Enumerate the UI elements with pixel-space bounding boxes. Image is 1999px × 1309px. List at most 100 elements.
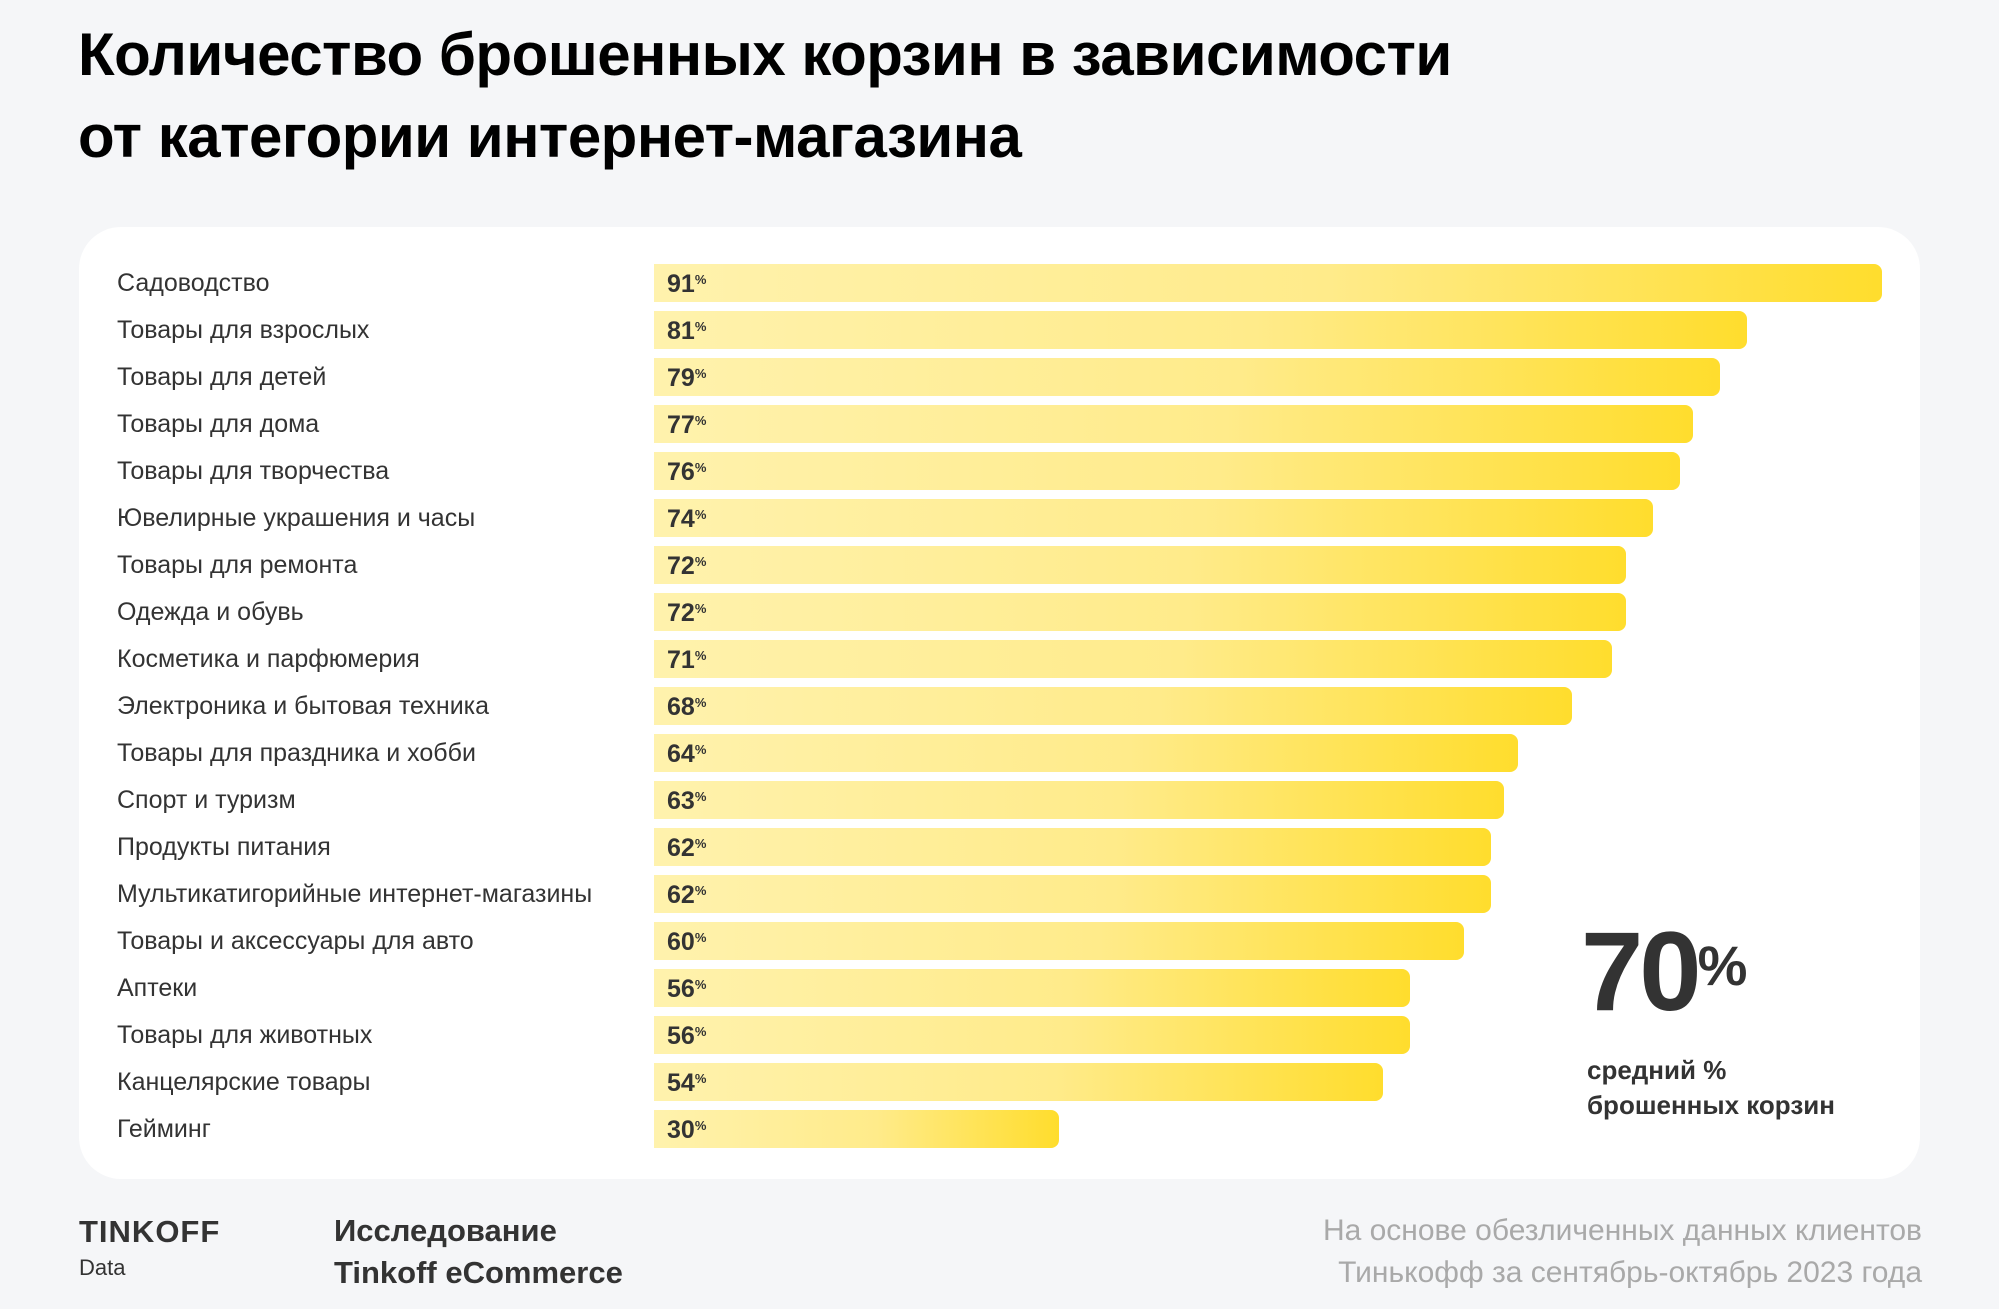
bar: 72% [654,546,1626,584]
data-label-percent: % [694,413,707,428]
chart-card: Садоводство 91% Товары для взрослых 81% Това… [79,227,1920,1179]
bar-row: Косметика и парфюмерия 71% [79,640,1920,678]
data-label-percent: % [694,836,707,851]
bar: 62% [654,875,1491,913]
data-label-percent: % [694,1024,707,1039]
category-label: Товары и аксессуары для авто [117,927,474,955]
data-label-percent: % [694,648,707,663]
average-value: 70% [1581,916,1887,1028]
data-label: 64% [667,734,706,774]
category-label: Товары для детей [117,363,327,391]
data-label-percent: % [694,742,707,757]
bar-row: Товары для животных 56% [79,1016,1920,1054]
data-label-percent: % [694,272,707,287]
bar: 77% [654,405,1694,443]
study-line-2: Tinkoff eCommerce [334,1255,623,1290]
average-block: 70% средний % брошенных корзин [1581,916,1887,1123]
bar: 76% [654,452,1680,490]
data-label: 72% [667,593,706,633]
data-label-percent: % [694,789,707,804]
data-label-value: 60 [667,928,695,956]
data-label-value: 76 [667,458,695,486]
data-label-value: 30 [667,1116,695,1144]
data-label: 74% [667,499,706,539]
bar: 91% [654,264,1882,302]
data-label-value: 79 [667,364,695,392]
average-percent-sign: % [1697,934,1748,997]
bar: 56% [654,969,1410,1007]
data-label: 71% [667,640,706,680]
data-label: 62% [667,875,706,915]
logo-subtitle: Data [79,1255,126,1280]
category-label: Электроника и бытовая техника [117,692,490,720]
data-label-value: 56 [667,1022,695,1050]
data-label: 81% [667,311,706,351]
data-label-percent: % [694,507,707,522]
chart-title: Количество брошенных корзин в зависимост… [78,14,1452,178]
tinkoff-logo: TINKOFF [79,1214,221,1249]
bar-row: Канцелярские товары 54% [79,1063,1920,1101]
data-label-percent: % [694,601,707,616]
bar: 60% [654,922,1464,960]
category-label: Канцелярские товары [117,1068,371,1096]
bar-row: Товары и аксессуары для авто 60% [79,922,1920,960]
data-label-value: 77 [667,411,695,439]
bar: 68% [654,687,1572,725]
bar-row: Товары для ремонта 72% [79,546,1920,584]
category-label: Аптеки [117,974,198,1002]
bar: 56% [654,1016,1410,1054]
data-label-percent: % [694,1118,707,1133]
bar-row: Товары для праздника и хобби 64% [79,734,1920,772]
source-line-1: На основе обезличенных данных клиентов [1322,1214,1922,1247]
category-label: Товары для ремонта [117,551,358,579]
bar: 72% [654,593,1626,631]
data-label: 56% [667,1016,706,1056]
data-label-value: 54 [667,1069,695,1097]
average-number: 70 [1581,909,1702,1034]
data-label-value: 72 [667,552,695,580]
bar-row: Продукты питания 62% [79,828,1920,866]
bar: 71% [654,640,1613,680]
data-label: 60% [667,922,706,962]
bar-row: Товары для дома 77% [79,405,1920,443]
bar: 62% [654,828,1491,866]
bar: 30% [654,1110,1059,1148]
data-label-percent: % [694,695,707,710]
bar: 79% [654,358,1721,398]
bar-row: Электроника и бытовая техника 68% [79,687,1920,725]
category-label: Косметика и парфюмерия [117,645,420,673]
data-label-value: 56 [667,975,695,1003]
data-source-note: На основе обезличенных данных клиентов Т… [1323,1210,1922,1294]
category-label: Спорт и туризм [117,786,296,814]
data-label: 79% [667,358,706,398]
bar: 63% [654,781,1505,819]
data-label: 30% [667,1110,706,1150]
data-label-percent: % [694,1071,707,1086]
bar-row: Гейминг 30% [79,1110,1920,1148]
bar-row: Спорт и туризм 63% [79,781,1920,819]
category-label: Товары для праздника и хобби [117,739,476,767]
study-title: Исследование Tinkoff eCommerce [334,1210,623,1294]
data-label-percent: % [694,319,707,334]
bar: 64% [654,734,1518,772]
data-label-value: 68 [667,693,695,721]
bar-row: Ювелирные украшения и часы 74% [79,499,1920,537]
category-label: Товары для животных [117,1021,373,1049]
data-label-value: 91 [667,270,695,298]
category-label: Гейминг [117,1115,211,1143]
bar-row: Товары для детей 79% [79,358,1920,396]
bar-row: Аптеки 56% [79,969,1920,1007]
study-line-1: Исследование [334,1213,557,1248]
category-label: Товары для дома [117,410,320,438]
category-label: Товары для творчества [117,457,390,485]
title-line-1: Количество брошенных корзин в зависимост… [78,21,1452,88]
data-label: 91% [667,264,706,304]
data-label-value: 72 [667,599,695,627]
category-label: Продукты питания [117,833,331,861]
data-label-percent: % [694,883,707,898]
data-label-value: 63 [667,787,695,815]
source-line-2: Тинькофф за сентябрь-октябрь 2023 года [1338,1256,1922,1289]
data-label-percent: % [694,930,707,945]
data-label: 68% [667,687,706,727]
data-label: 72% [667,546,706,586]
